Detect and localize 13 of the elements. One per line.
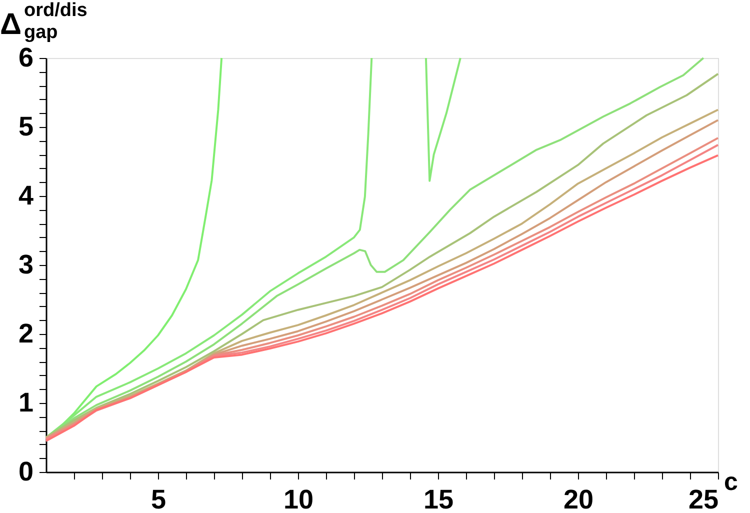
y-tick-label: 0 <box>18 456 34 486</box>
y-tick-label: 5 <box>18 112 34 142</box>
x-tick-label: 25 <box>688 484 718 513</box>
x-axis-title: c <box>724 468 738 496</box>
y-tick-label: 3 <box>18 250 34 280</box>
y-tick-label: 2 <box>18 318 34 348</box>
x-tick-label: 10 <box>283 484 314 513</box>
x-tick-label: 5 <box>150 484 166 513</box>
y-tick-label: 6 <box>18 42 34 72</box>
x-tick-label: 15 <box>423 484 454 513</box>
x-tick-label: 20 <box>563 484 594 513</box>
y-tick-label: 4 <box>18 180 34 210</box>
y-tick-label: 1 <box>18 388 34 418</box>
